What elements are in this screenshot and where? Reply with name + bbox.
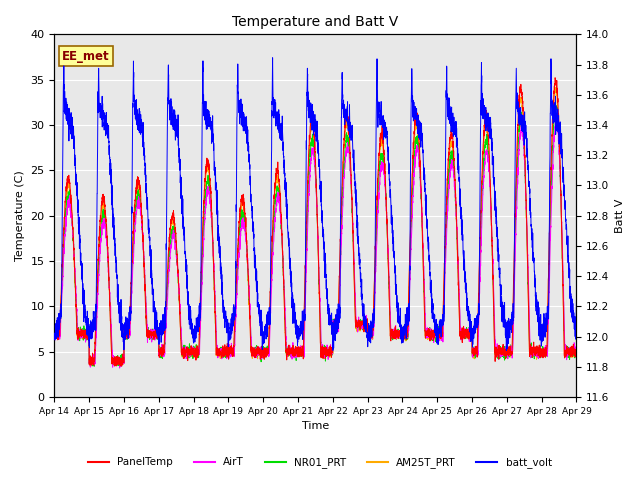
Title: Temperature and Batt V: Temperature and Batt V — [232, 15, 399, 29]
Text: EE_met: EE_met — [62, 50, 110, 63]
X-axis label: Time: Time — [302, 421, 329, 432]
Y-axis label: Temperature (C): Temperature (C) — [15, 170, 25, 261]
Legend: PanelTemp, AirT, NR01_PRT, AM25T_PRT, batt_volt: PanelTemp, AirT, NR01_PRT, AM25T_PRT, ba… — [84, 453, 556, 472]
Y-axis label: Batt V: Batt V — [615, 199, 625, 233]
